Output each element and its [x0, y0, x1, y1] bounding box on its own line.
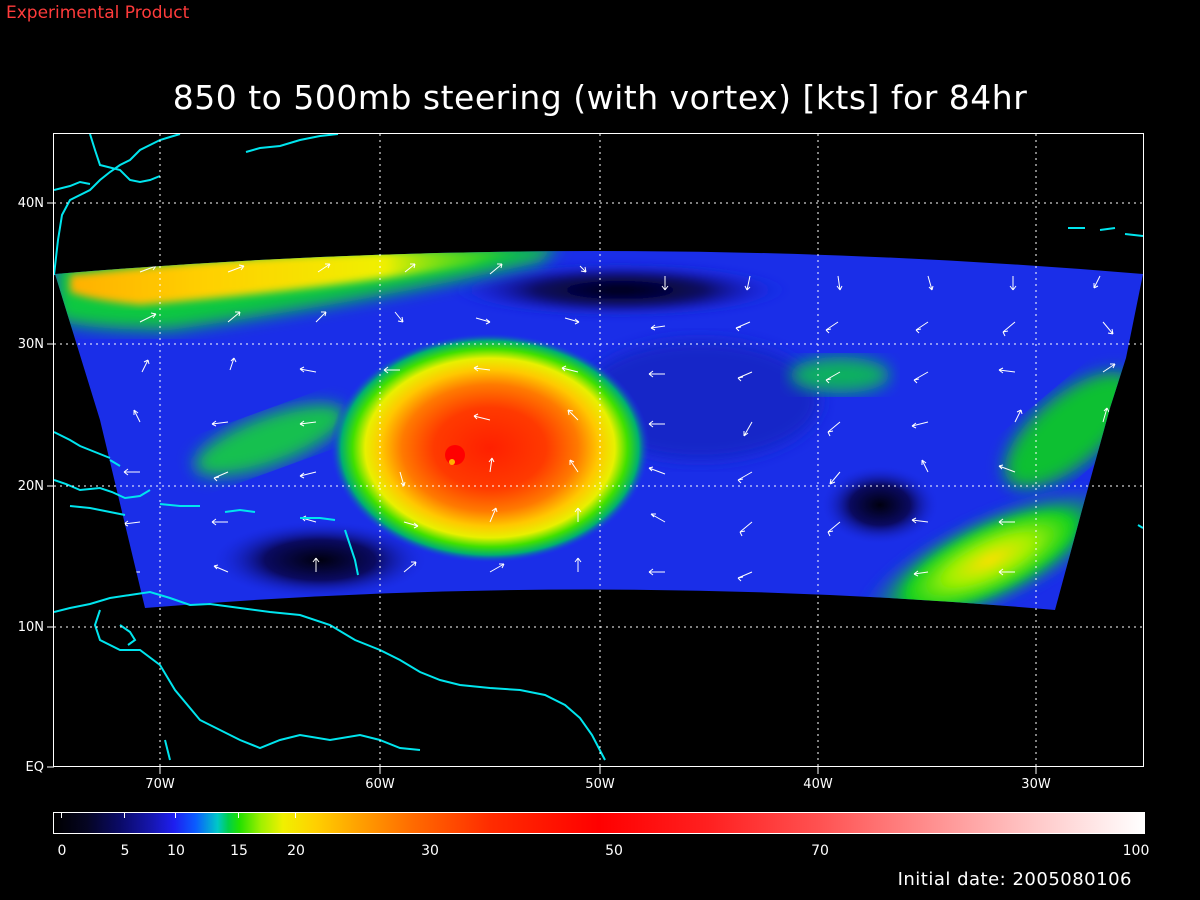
- grid-lines: [54, 134, 1143, 766]
- colorbar-tick: [124, 812, 125, 818]
- colorbar-label-100: 100: [1122, 843, 1150, 859]
- map-frame: [53, 133, 1144, 767]
- lat-label-20n: 20N: [17, 479, 44, 494]
- initial-date: Initial date: 2005080106: [897, 869, 1132, 890]
- colorbar: [53, 812, 1145, 834]
- lon-label-50w: 50W: [585, 777, 615, 792]
- colorbar-label-15: 15: [230, 843, 248, 859]
- colorbar-label-50: 50: [605, 843, 623, 859]
- lat-label-30n: 30N: [17, 337, 44, 352]
- colorbar-label-70: 70: [811, 843, 829, 859]
- lat-label-10n: 10N: [17, 620, 44, 635]
- lon-label-70w: 70W: [145, 777, 175, 792]
- lat-label-40n: 40N: [17, 196, 44, 211]
- steering-field: [55, 251, 1143, 610]
- lon-label-40w: 40W: [803, 777, 833, 792]
- axis-ticks: [47, 202, 1037, 774]
- coastlines: [54, 134, 1143, 761]
- colorbar-tick: [238, 812, 239, 818]
- colorbar-label-20: 20: [287, 843, 305, 859]
- colorbar-tick: [175, 812, 176, 818]
- lon-label-30w: 30W: [1021, 777, 1051, 792]
- colorbar-label-30: 30: [421, 843, 439, 859]
- experimental-product-label: Experimental Product: [6, 3, 190, 23]
- colorbar-label-5: 5: [120, 843, 130, 859]
- chart-title: 850 to 500mb steering (with vortex) [kts…: [172, 78, 1028, 117]
- colorbar-label-10: 10: [167, 843, 185, 859]
- colorbar-tick: [61, 812, 62, 818]
- colorbar-tick: [295, 812, 296, 818]
- lon-label-60w: 60W: [365, 777, 395, 792]
- colorbar-label-0: 0: [57, 843, 67, 859]
- lat-label-eq: EQ: [25, 760, 44, 775]
